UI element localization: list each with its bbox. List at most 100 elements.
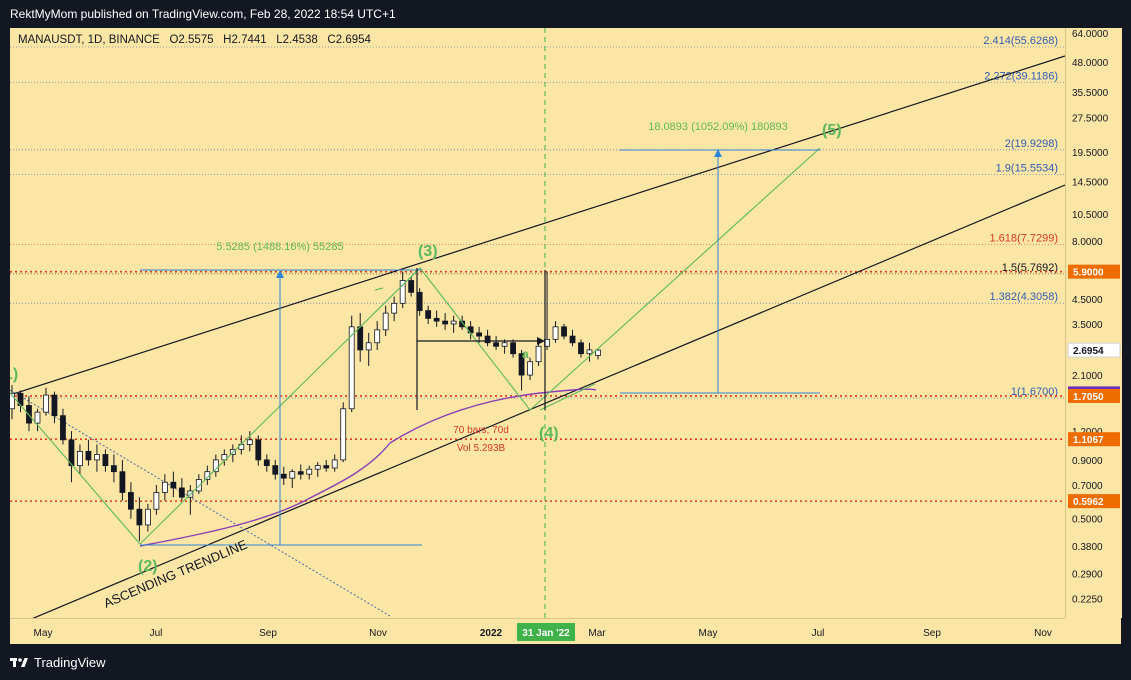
candle-body [51,394,58,417]
volume-label: Vol 5.293B [457,443,506,454]
candle [94,444,100,472]
candle-body [467,326,474,334]
price-badge [1068,264,1120,279]
x-tick-label: Jul [812,628,825,639]
symbol-ohlc-line: MANAUSDT, 1D, BINANCE O2.5575 H2.7441 L2… [18,34,371,46]
fib-level-label: 2(19.9298) [1005,138,1058,150]
x-tick-label: Nov [1034,628,1052,639]
x-tick-label: Sep [259,628,277,639]
candle-body [476,332,483,337]
price-axis[interactable]: 64.0000 48.0000 35.5000 27.5000 19.5000 14.50… [1065,28,1122,618]
wave-label: (4) [539,425,559,442]
candle-body [425,310,432,319]
fib-level-label: 1.382(4.3058) [990,291,1059,303]
price-badge [1068,388,1120,403]
symbol-label: MANAUSDT, 1D, BINANCE [18,34,160,46]
candle [340,402,347,463]
price-badge-label: 5.9000 [1073,268,1104,279]
elliott-wave-tick [374,287,384,291]
candle [391,296,398,322]
candle [60,408,66,445]
high-value: H2.7441 [223,34,267,46]
candle [561,323,567,340]
candle-body [569,335,576,344]
candle [77,444,83,475]
candle-body [331,459,338,469]
candle [578,339,584,358]
chart-svg[interactable]: 2.414(55.6268) 2.272(39.1186) 2(19.9298) 1.… [10,28,1065,618]
candle-body [102,454,109,467]
candle [178,478,185,501]
time-axis[interactable]: May Jul Sep Nov 2022 Mar May Jul Sep Nov 31 Jan '2… [10,618,1065,645]
candle-body [595,349,601,356]
candle [272,459,279,480]
candle-body [586,349,593,355]
candle-body [136,508,143,526]
candle-body [365,342,372,351]
crosshair-date-badge [517,623,575,641]
candle-body [510,342,516,355]
candle [442,313,449,330]
y-tick-label: 2.1000 [1072,371,1103,382]
candle [119,459,126,501]
open-value: O2.5575 [169,34,214,46]
fib-level-label: 1(1.6700) [1011,386,1058,398]
lower-channel-line [32,184,1065,618]
candle [238,435,245,455]
candle [314,462,321,477]
candle [484,329,491,347]
candle-body [221,454,228,461]
price-badge [1068,432,1120,447]
candle [535,342,542,366]
candle-body [382,312,389,331]
candle-body [374,329,381,344]
candle [450,315,457,333]
x-tick-label: May [699,628,718,639]
candle-body [60,415,66,441]
close-value: C2.6954 [327,34,371,46]
moving-average-line [139,388,597,547]
wave-label: (5) [822,122,842,139]
candle [263,454,270,472]
candle [161,474,168,501]
candle-body [161,481,168,493]
candle [255,435,262,466]
candle-body [561,326,567,337]
candle-body [144,508,151,526]
candle [382,305,389,337]
candle-body [127,492,134,510]
elliott-wave-path [10,147,821,545]
candle [111,454,117,483]
price-badge-label: 1.7050 [1073,392,1104,403]
candle-body [450,320,457,325]
candle-body [77,450,83,467]
chart-pane[interactable]: 2.414(55.6268) 2.272(39.1186) 2(19.9298) 1.… [10,28,1065,618]
candle-body [195,479,202,492]
trendline-label: ASCENDING TRENDLINE [101,537,249,611]
candle-body [399,280,406,304]
candle-body [212,459,219,473]
candle-body [94,454,100,461]
candle-body [34,411,41,424]
price-badge-label: 0.5962 [1073,497,1104,508]
candle-body [246,439,253,445]
y-tick-label: 19.5000 [1072,148,1109,159]
y-tick-label: 0.2900 [1072,569,1103,580]
candle-body [357,326,364,351]
tradingview-brand[interactable]: TradingView [10,654,106,670]
candle-body [416,291,423,311]
candle [17,390,24,413]
candle [297,464,304,480]
candle [280,466,287,486]
candle [127,482,134,519]
candle [399,271,406,309]
measure-arrowhead [276,270,284,278]
y-tick-label: 27.5000 [1072,114,1109,125]
candle [357,313,364,362]
candle [416,288,423,316]
price-badge-label: 2.6954 [1073,346,1104,357]
candle-body [170,481,177,489]
bars-range-label: 70 bars, 70d [453,425,509,436]
candle [518,349,525,391]
candle-body [433,317,440,322]
